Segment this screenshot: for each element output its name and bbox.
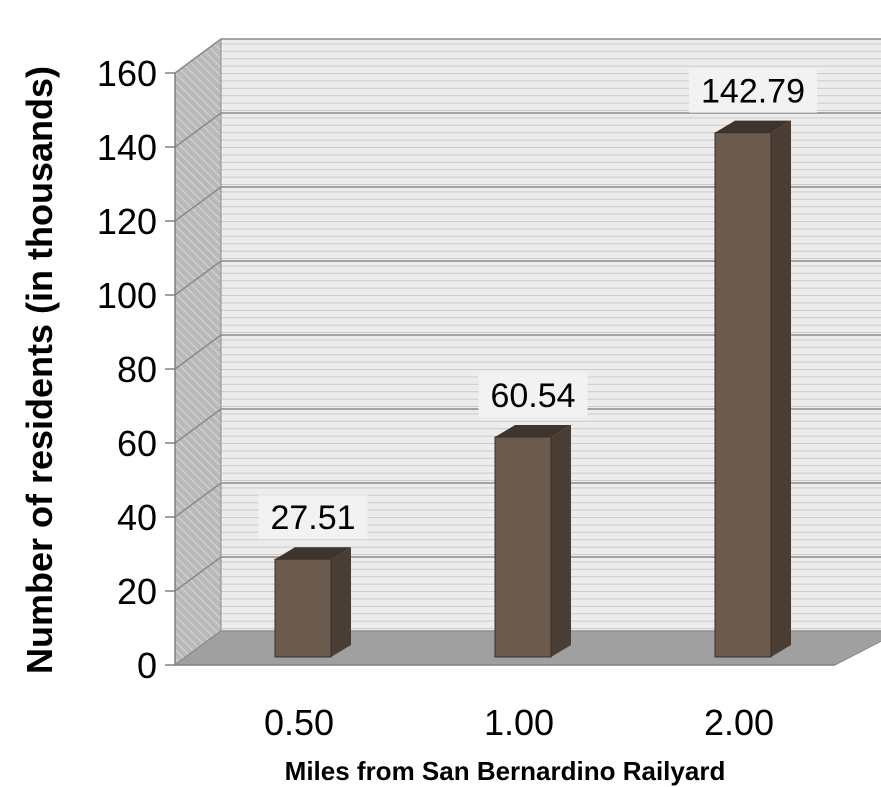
bar-top — [495, 425, 571, 438]
gridline-side — [174, 260, 222, 296]
data-labels: 27.51 60.54 142.79 — [258, 68, 817, 540]
data-label: 27.51 — [270, 499, 355, 537]
y-tick-label: 160 — [97, 53, 157, 94]
y-axis — [165, 72, 835, 666]
gridline-side — [174, 186, 222, 222]
bar-side — [771, 120, 791, 657]
bar-side — [331, 547, 351, 657]
y-tick-label: 60 — [117, 423, 157, 464]
data-label-box — [689, 68, 817, 113]
gridline-side — [174, 408, 222, 444]
gridline-side — [174, 556, 222, 592]
bar-top — [715, 120, 791, 133]
bar — [494, 436, 552, 658]
y-axis-title: Number of residents (in thousands) — [19, 66, 60, 674]
gridline-side — [174, 482, 222, 518]
y-tick-labels: 0 20 40 60 80 100 120 140 160 — [97, 53, 157, 686]
data-label-box — [478, 373, 588, 418]
x-axis-title: Miles from San Bernardino Railyard — [285, 756, 726, 786]
data-label-box — [258, 495, 368, 540]
data-label: 60.54 — [490, 377, 575, 415]
y-tick-label: 80 — [117, 349, 157, 390]
y-tick-label: 0 — [137, 645, 157, 686]
x-tick-label: 1.00 — [484, 702, 554, 743]
y-tick-label: 140 — [97, 127, 157, 168]
bar — [274, 558, 332, 658]
bar — [714, 132, 772, 658]
bar-top — [275, 547, 351, 560]
gridline-side — [174, 334, 222, 370]
bars — [274, 120, 791, 658]
y-tick-label: 120 — [97, 201, 157, 242]
y-tick-label: 100 — [97, 275, 157, 316]
gridline-side — [174, 112, 222, 148]
x-tick-label: 2.00 — [704, 702, 774, 743]
data-label: 142.79 — [701, 73, 805, 111]
x-tick-label: 0.50 — [264, 702, 334, 743]
gridline-side — [174, 38, 222, 74]
y-tick-label: 20 — [117, 571, 157, 612]
y-tick-label: 40 — [117, 497, 157, 538]
x-tick-labels: 0.50 1.00 2.00 — [264, 702, 774, 743]
bar-side — [551, 425, 571, 657]
